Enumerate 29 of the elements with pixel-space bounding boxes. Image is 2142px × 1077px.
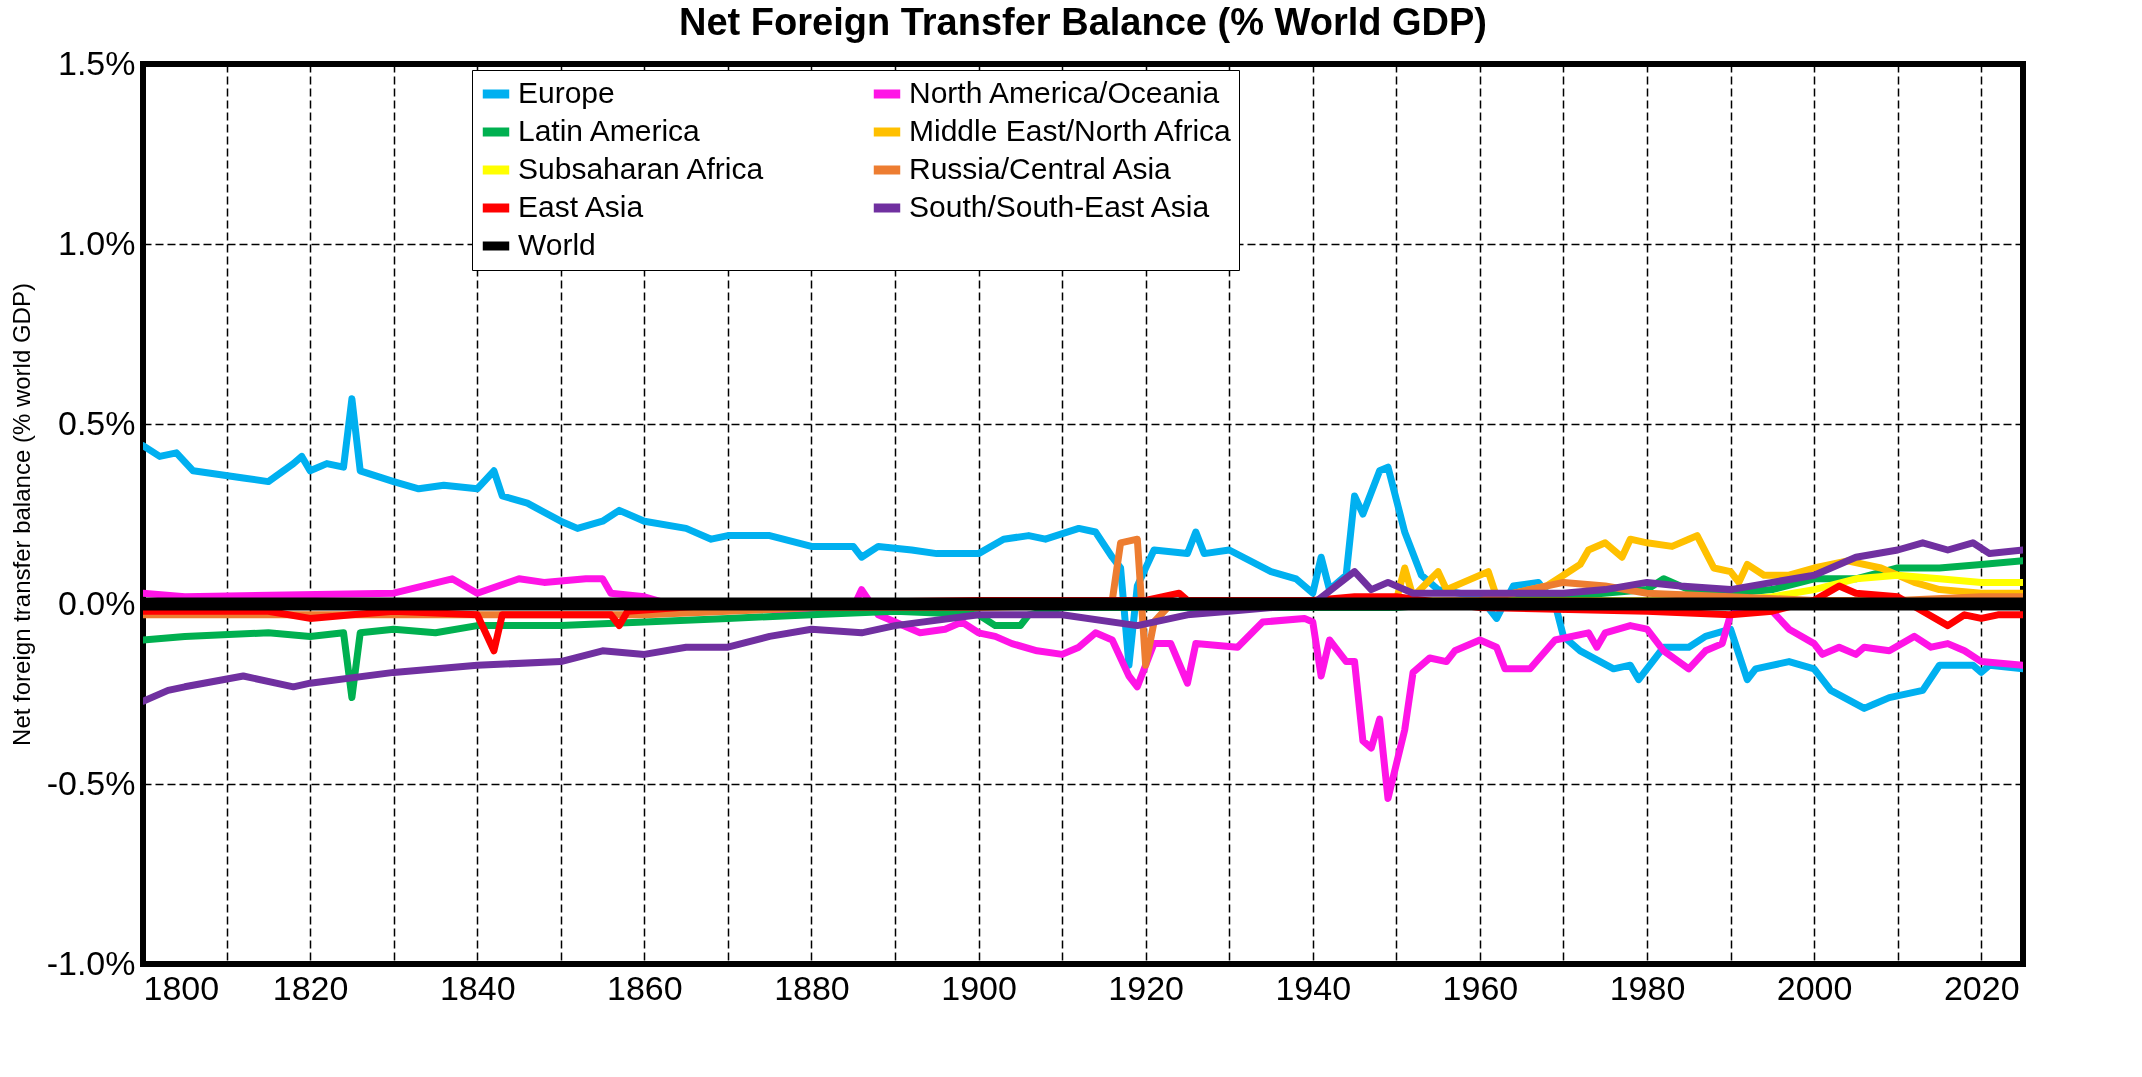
y-tick-label: -1.0% <box>46 943 136 982</box>
y-tick-label: 0.0% <box>58 583 136 622</box>
legend-label: South/South-East Asia <box>909 190 1210 223</box>
legend-label: Subsaharan Africa <box>518 152 764 185</box>
legend-label: Latin America <box>518 114 701 147</box>
x-tick-label: 1880 <box>774 968 850 1007</box>
x-tick-label: 1900 <box>941 968 1017 1007</box>
x-tick-label: 1920 <box>1108 968 1184 1007</box>
chart-title: Net Foreign Transfer Balance (% World GDP) <box>678 1 1488 43</box>
x-tick-label: 1860 <box>607 968 683 1007</box>
y-tick-label: 1.0% <box>58 223 136 262</box>
legend-label: East Asia <box>518 190 644 223</box>
y-tick-label: 1.5% <box>58 43 136 82</box>
x-tick-label: 2020 <box>1943 968 2020 1007</box>
x-tick-label: 1800 <box>143 968 220 1007</box>
y-tick-label: 0.5% <box>58 403 136 442</box>
legend-label: Middle East/North Africa <box>909 114 1232 147</box>
legend-label: Europe <box>518 76 615 109</box>
y-tick-label: -0.5% <box>46 763 136 802</box>
x-tick-label: 1980 <box>1609 968 1686 1007</box>
legend-label: World <box>518 228 596 261</box>
x-tick-label: 1840 <box>439 968 516 1007</box>
x-tick-label: 1940 <box>1275 968 1352 1007</box>
y-axis-title: Net foreign transfer balance (% world GDP) <box>7 283 35 746</box>
x-tick-label: 1960 <box>1442 968 1519 1007</box>
x-tick-label: 1820 <box>272 968 349 1007</box>
legend-label: Russia/Central Asia <box>909 152 1172 185</box>
legend-label: North America/Oceania <box>909 76 1220 109</box>
x-tick-label: 2000 <box>1776 968 1853 1007</box>
